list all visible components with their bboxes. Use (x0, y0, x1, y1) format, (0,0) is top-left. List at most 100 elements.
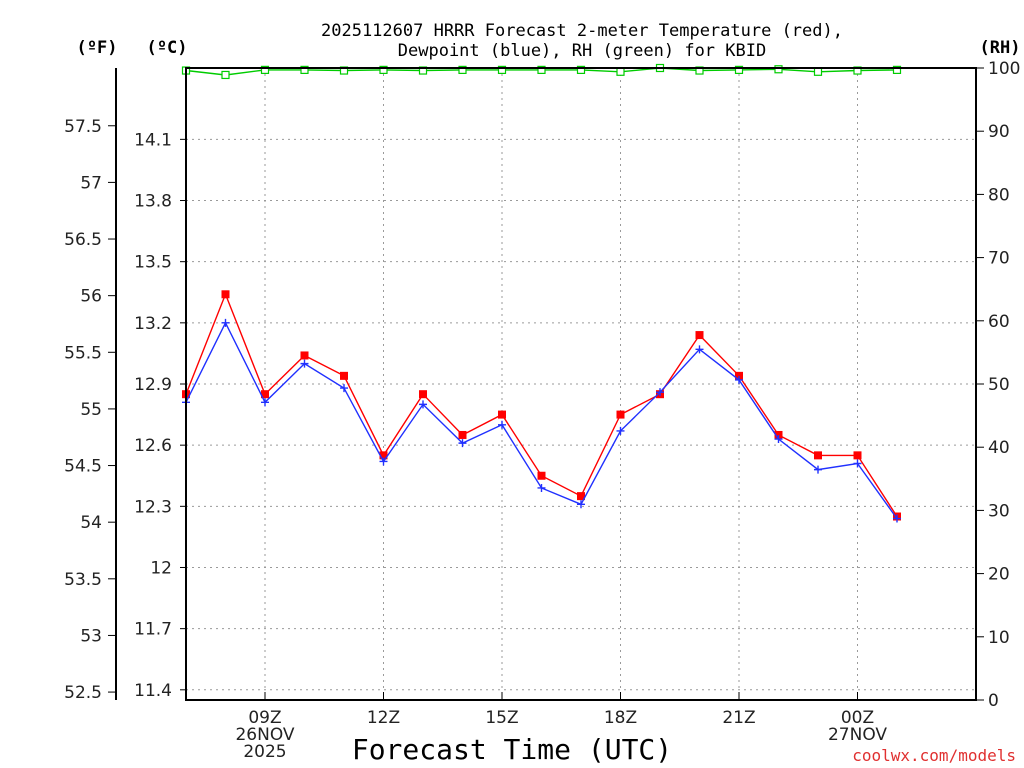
grid-layer (186, 68, 976, 700)
temperature-point (221, 290, 230, 299)
temperature-point (498, 410, 506, 419)
relative-humidity-point (576, 65, 586, 74)
celsius-tick-label: 12.9 (134, 375, 172, 395)
rh-tick-label: 40 (988, 438, 1010, 458)
fahrenheit-tick-label: 56 (80, 287, 102, 307)
rh-tick-label: 30 (988, 501, 1010, 521)
temperature-point (577, 492, 585, 501)
fahrenheit-tick-label: 54 (80, 513, 102, 533)
rh-tick-label: 0 (988, 691, 999, 711)
dewpoint-point (379, 457, 388, 466)
chart-title-line-1: 2025112607 HRRR Forecast 2-meter Tempera… (321, 21, 843, 41)
temperature-point (774, 430, 783, 439)
time-tick-label: 00Z (841, 708, 874, 728)
relative-humidity-point (774, 65, 783, 74)
time-tick-label: 09Z (248, 708, 281, 728)
dewpoint-point (537, 483, 546, 492)
dewpoint-point (695, 345, 704, 354)
dewpoint-point (656, 388, 664, 397)
rh-unit-label: (RH) (980, 38, 1021, 58)
temperature-point (261, 390, 269, 399)
celsius-tick-label: 11.4 (134, 681, 172, 701)
chart-title-line-2: Dewpoint (blue), RH (green) for KBID (398, 41, 766, 61)
time-tick-label: 18Z (604, 708, 637, 728)
dewpoint-point (419, 400, 427, 409)
time-tick-label: 26NOV (235, 725, 294, 745)
temperature-point (814, 451, 822, 460)
celsius-tick-label: 11.7 (134, 620, 172, 640)
celsius-tick-label: 14.1 (134, 130, 172, 150)
dewpoint-point (300, 359, 309, 368)
dewpoint-point (458, 439, 467, 448)
temperature-series-layer (182, 290, 901, 521)
relative-humidity-point (300, 65, 309, 74)
relative-humidity-point (497, 65, 507, 74)
temperature-point (458, 430, 467, 439)
temperature-point (735, 371, 743, 380)
relative-humidity-point (813, 67, 823, 76)
dewpoint-point (893, 514, 901, 523)
dewpoint-point (616, 426, 625, 435)
celsius-tick-label: 13.5 (134, 253, 172, 273)
relative-humidity-point (892, 65, 902, 74)
rh-tick-label: 10 (988, 628, 1010, 648)
rh-tick-label: 20 (988, 565, 1010, 585)
celsius-tick-label: 13.8 (134, 192, 172, 212)
temperature-line (185, 292, 898, 517)
relative-humidity-point (379, 65, 388, 74)
time-tick-label: 12Z (367, 708, 400, 728)
fahrenheit-tick-label: 53.5 (64, 570, 102, 590)
fahrenheit-unit-label: (ºF) (77, 38, 118, 58)
fahrenheit-tick-label: 53 (80, 626, 102, 646)
dewpoint-series-layer (182, 318, 901, 523)
axes-layer: 11.411.71212.312.612.913.213.513.814.109… (64, 59, 1020, 762)
fahrenheit-tick-label: 57.5 (64, 117, 102, 137)
temperature-point (340, 371, 348, 380)
relative-humidity-point (537, 65, 546, 74)
temperature-point (616, 410, 625, 419)
celsius-tick-label: 13.2 (134, 314, 172, 334)
dewpoint-point (340, 384, 348, 393)
relative-humidity-point (734, 65, 744, 74)
dewpoint-point (261, 398, 269, 407)
time-tick-label: 27NOV (828, 725, 887, 745)
rh-tick-label: 50 (988, 375, 1010, 395)
time-tick-label: 15Z (485, 708, 518, 728)
temperature-point (853, 451, 862, 460)
x-axis-title: Forecast Time (UTC) (352, 733, 672, 766)
dewpoint-point (735, 375, 743, 384)
credit-label: coolwx.com/models (852, 746, 1016, 765)
temperature-point (419, 390, 427, 399)
celsius-unit-label: (ºC) (147, 38, 188, 58)
dewpoint-point (814, 465, 822, 474)
rh-tick-label: 90 (988, 122, 1010, 142)
rh-tick-label: 80 (988, 185, 1010, 205)
temperature-point (379, 451, 388, 460)
dewpoint-point (221, 318, 230, 327)
dewpoint-point (853, 459, 862, 468)
fahrenheit-tick-label: 55.5 (64, 343, 102, 363)
rh-tick-label: 70 (988, 249, 1010, 269)
plot-frame (185, 67, 977, 701)
time-tick-label: 2025 (243, 742, 286, 762)
temperature-point (300, 351, 309, 360)
dewpoint-point (774, 435, 783, 444)
fahrenheit-tick-label: 57 (80, 173, 102, 193)
relative-humidity-point (458, 65, 467, 74)
temperature-point (537, 471, 546, 480)
fahrenheit-tick-label: 56.5 (64, 230, 102, 250)
relative-humidity-point (616, 67, 625, 76)
rh-series-layer (181, 63, 902, 80)
celsius-tick-label: 12 (150, 558, 172, 578)
rh-tick-label: 60 (988, 312, 1010, 332)
relative-humidity-point (221, 70, 230, 80)
relative-humidity-point (260, 65, 270, 74)
time-tick-label: 21Z (722, 708, 755, 728)
temperature-point (695, 331, 704, 340)
fahrenheit-tick-label: 52.5 (64, 683, 102, 703)
fahrenheit-tick-label: 55 (80, 400, 102, 420)
dewpoint-point (577, 500, 585, 509)
celsius-tick-label: 12.6 (134, 436, 172, 456)
dewpoint-point (498, 420, 506, 429)
